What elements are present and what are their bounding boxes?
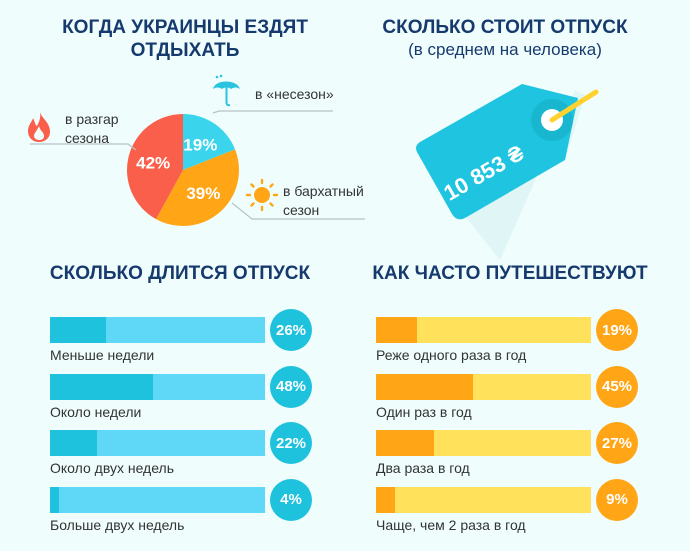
bar-category-label: Около двух недель [50,460,175,476]
bar-fill [376,373,473,400]
leader-line [212,110,333,114]
pie-slice [156,149,239,227]
bar-category-label: Около недели [50,403,142,420]
bar-value-badge: 9% [596,478,638,521]
price-tag-icon: 10 853 ₴ [416,84,599,260]
bar-value-badge: 26% [270,309,312,351]
cost-title: СКОЛЬКО СТОИТ ОТПУСК [382,17,628,38]
fire-icon [28,112,50,142]
pie-label-peak: в разгар сезона [65,111,119,146]
bar-track [376,373,591,400]
bar-category-label: Меньше недели [50,347,155,363]
bar-value-badge: 19% [596,309,638,351]
bar-category-label: Чаще, чем 2 раза в год [376,516,526,533]
bar-track [376,430,591,456]
bar-track [376,486,591,513]
leader-line [231,202,365,220]
bar-track [50,486,265,513]
pie-chart: 19% 39% 42% [28,74,365,227]
bar-category-label: Больше двух недель [50,516,185,533]
bar-fill [376,486,396,513]
duration-title: СКОЛЬКО ДЛИТСЯ ОТПУСК [49,263,311,284]
leader-line [30,143,137,151]
bar-track [50,373,265,400]
bar-value-badge: 22% [270,422,312,464]
bar-category-label: Один раз в год [376,403,472,420]
bar-fill [50,317,106,343]
bar-fill [50,430,98,456]
bar-fill [376,317,417,343]
bar-fill [376,430,435,456]
cost-subtitle: (в среднем на человека) [408,40,602,59]
sun-icon [245,178,279,212]
pie-label-velvet: в бархатный сезон [283,183,364,218]
bar-track [50,430,265,456]
bar-category-label: Два раза в год [376,460,470,476]
pie-slice-label: 19% [183,136,217,155]
pie-label-offseason: в «несезон» [255,86,334,102]
bar-value-badge: 27% [596,422,638,464]
pie-title: КОГДА УКРАИНЦЫ ЕЗДЯТ ОТДЫХАТЬ [62,17,308,61]
pie-slice [183,114,236,170]
bar-track [376,317,591,343]
bar-value-badge: 48% [270,365,312,408]
bar-value-badge: 45% [596,365,638,408]
pie-slice-label: 42% [136,153,170,172]
bar-track [50,317,265,343]
bar-category-label: Реже одного раза в год [376,347,527,363]
bar-value-badge: 4% [270,478,312,521]
pie-slice-label: 39% [186,184,220,203]
pie-slice [126,114,183,220]
bar-fill [50,373,154,400]
bar-fill [50,486,59,513]
umbrella-icon [213,74,240,107]
frequency-title: КАК ЧАСТО ПУТЕШЕСТВУЮТ [372,263,648,284]
